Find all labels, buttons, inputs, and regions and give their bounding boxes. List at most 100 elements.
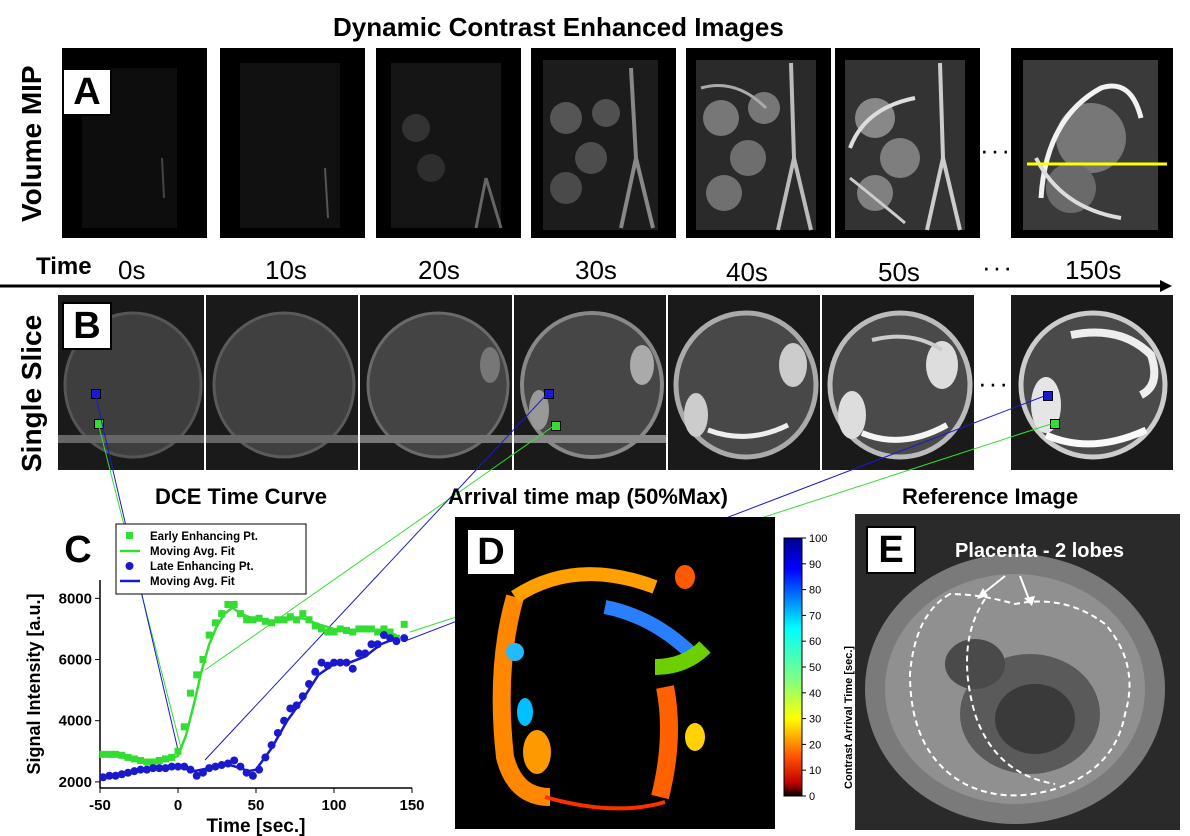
colorbar-tick-label: 70 — [809, 610, 821, 622]
series-line-3 — [99, 636, 397, 779]
colorbar-tick-label: 90 — [809, 559, 821, 571]
late-roi-marker-30s — [544, 389, 554, 399]
colorbar-tick-label: 10 — [809, 765, 821, 777]
time-tick-40s: 40s — [726, 257, 768, 287]
colorbar-label: Contrast Arrival Time [sec.] — [843, 645, 855, 789]
early-data-point — [268, 619, 276, 627]
colorbar-tick-label: 50 — [809, 662, 821, 674]
time-tick-150s: 150s — [1065, 255, 1122, 285]
early-data-point — [330, 628, 338, 636]
colorbar-tick-label: 20 — [809, 739, 821, 751]
y-tick-label: 8000 — [59, 590, 92, 607]
early-data-point — [324, 628, 332, 636]
series-line-1 — [99, 605, 397, 763]
early-data-point — [243, 616, 251, 624]
time-tick-20s: 20s — [418, 255, 460, 285]
late-data-point — [317, 658, 326, 667]
volume-mip-ellipsis: ··· — [980, 135, 1012, 165]
time-arrow — [0, 280, 1172, 292]
early-data-point — [299, 610, 307, 618]
placenta-annotation: Placenta - 2 lobes — [955, 540, 1124, 562]
early-roi-marker-30s — [551, 421, 561, 431]
early-data-point — [374, 628, 382, 636]
arrival-time-map — [455, 517, 775, 829]
panel-e-title: Reference Image — [902, 484, 1079, 509]
late-data-point — [400, 634, 409, 643]
x-axis-label: Time [sec.] — [207, 816, 306, 836]
late-data-point — [367, 640, 376, 649]
late-data-point — [248, 771, 257, 780]
late-data-point — [379, 631, 388, 640]
volume-mip-frame-30s — [531, 48, 676, 238]
panel-e-letter: E — [866, 526, 916, 574]
volume-mip-frame-150s — [1011, 48, 1173, 238]
y-tick-label: 2000 — [59, 774, 92, 791]
early-data-point — [286, 613, 294, 621]
volume-mip-frame-20s — [376, 48, 521, 238]
early-data-point — [118, 751, 126, 759]
early-data-point — [199, 656, 207, 664]
single-slice-ellipsis: ··· — [978, 368, 1010, 398]
early-data-point — [186, 689, 194, 697]
early-data-point — [224, 600, 232, 608]
late-data-point — [192, 771, 201, 780]
x-tick-label: 0 — [174, 797, 182, 814]
x-tick-label: 150 — [399, 797, 424, 814]
volume-mip-frame-50s — [835, 48, 980, 238]
single-slice-frame-30s — [514, 295, 666, 470]
single-slice-frame-40s — [668, 295, 820, 470]
legend-label: Moving Avg. Fit — [150, 546, 235, 558]
dce-time-curve-chart: -50 0 50 100 150 2000 4000 6000 8000 Time [sec.] S… — [24, 523, 425, 836]
chart-legend — [115, 523, 307, 595]
y-axis-label: Signal Intensity [a.u.] — [24, 593, 44, 774]
colorbar-tick-label: 30 — [809, 714, 821, 726]
y-tick-label: 6000 — [59, 652, 92, 669]
early-data-point — [349, 628, 357, 636]
time-tick-10s: 10s — [265, 255, 307, 285]
y-tick-label: 4000 — [59, 713, 92, 730]
legend-symbol-square — [126, 532, 133, 539]
single-slice-frame-10s — [206, 295, 358, 470]
early-data-point — [112, 750, 120, 758]
early-data-point — [218, 610, 226, 618]
early-data-point — [230, 600, 238, 608]
panel-c-letter: C — [64, 529, 92, 571]
figure-title: Dynamic Contrast Enhanced Images — [333, 12, 784, 42]
early-data-point — [180, 723, 188, 731]
late-data-point — [286, 704, 295, 713]
volume-mip-frame-40s — [686, 48, 831, 238]
single-slice-frame-20s — [360, 295, 512, 470]
panel-c-title: DCE Time Curve — [155, 484, 327, 509]
legend-label: Early Enhancing Pt. — [150, 531, 258, 543]
colorbar-tick-label: 80 — [809, 585, 821, 597]
early-data-point — [211, 619, 219, 627]
panel-b-letter: B — [62, 302, 112, 350]
time-tick-30s: 30s — [575, 255, 617, 285]
early-data-point — [318, 625, 326, 633]
late-data-point — [348, 664, 357, 673]
volume-mip-frame-10s — [220, 48, 365, 238]
early-data-point — [193, 671, 201, 679]
panel-d-title: Arrival time map (50%Max) — [448, 484, 728, 509]
legend-label: Late Enhancing Pt. — [150, 561, 254, 573]
early-data-point — [380, 625, 388, 633]
late-data-point — [311, 667, 320, 676]
early-data-point — [400, 620, 408, 628]
early-data-point — [174, 747, 182, 755]
colorbar-tick-label: 40 — [809, 688, 821, 700]
legend-symbol-circle — [125, 562, 134, 570]
single-slice-frame-50s — [822, 295, 974, 470]
x-tick-label: 50 — [248, 797, 265, 814]
late-data-point — [230, 756, 239, 765]
early-data-point — [255, 614, 263, 622]
time-tick-50s: 50s — [878, 257, 920, 287]
panel-a-letter: A — [62, 68, 112, 116]
colorbar-tick-label: 60 — [809, 636, 821, 648]
time-axis-label: Time — [36, 253, 92, 280]
panel-d-letter: D — [466, 528, 516, 576]
time-ellipsis: ··· — [982, 252, 1014, 282]
time-tick-0s: 0s — [118, 255, 146, 285]
x-tick-label: 100 — [321, 797, 346, 814]
